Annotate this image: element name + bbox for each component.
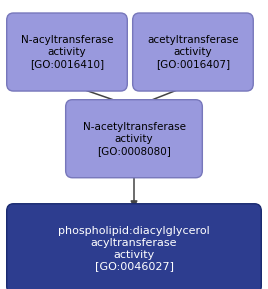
- Text: phospholipid:diacylglycerol
acyltransferase
activity
[GO:0046027]: phospholipid:diacylglycerol acyltransfer…: [58, 225, 210, 272]
- FancyBboxPatch shape: [66, 100, 202, 178]
- FancyBboxPatch shape: [133, 13, 253, 91]
- Text: N-acetyltransferase
activity
[GO:0008080]: N-acetyltransferase activity [GO:0008080…: [83, 122, 185, 156]
- FancyBboxPatch shape: [7, 204, 261, 289]
- FancyBboxPatch shape: [7, 13, 127, 91]
- Text: N-acyltransferase
activity
[GO:0016410]: N-acyltransferase activity [GO:0016410]: [21, 35, 113, 69]
- Text: acetyltransferase
activity
[GO:0016407]: acetyltransferase activity [GO:0016407]: [147, 35, 239, 69]
